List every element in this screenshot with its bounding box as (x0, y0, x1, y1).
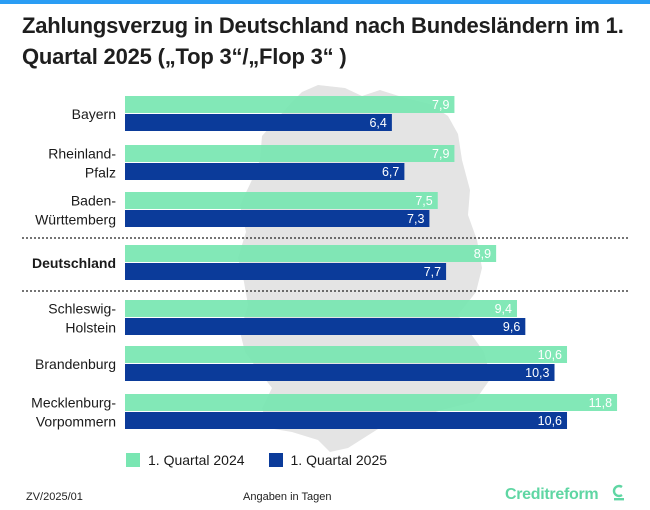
value-label-2025: 7,7 (424, 265, 441, 279)
bar-2024 (125, 300, 517, 317)
value-label-2024: 7,5 (415, 194, 432, 208)
value-label-2025: 10,3 (525, 366, 549, 380)
value-label-2024: 8,9 (474, 247, 491, 261)
bar-2025 (125, 114, 392, 131)
category-label: Schleswig-Holstein (48, 301, 116, 336)
bar-2024 (125, 192, 438, 209)
category-label: Mecklenburg-Vorpommern (31, 395, 116, 430)
category-label: Baden-Württemberg (35, 193, 116, 228)
legend-label-2024: 1. Quartal 2024 (148, 452, 245, 468)
value-label-2024: 9,4 (495, 302, 512, 316)
category-label: Deutschland (32, 255, 116, 271)
category-label: Brandenburg (35, 356, 116, 372)
bar-2025 (125, 163, 405, 180)
value-label-2025: 9,6 (503, 320, 520, 334)
value-label-2024: 7,9 (432, 98, 449, 112)
top-accent-line (0, 0, 650, 4)
value-label-2025: 10,6 (538, 414, 562, 428)
creditreform-logo-icon (612, 484, 624, 501)
value-label-2025: 6,4 (369, 116, 386, 130)
value-label-2025: 7,3 (407, 212, 424, 226)
legend-swatch-2025 (268, 453, 283, 467)
bar-2024 (125, 245, 497, 262)
value-label-2024: 11,8 (589, 396, 612, 410)
bar-2024 (125, 346, 568, 363)
brand-logo-text: Creditreform (505, 486, 599, 503)
legend-item-2024: 1. Quartal 2024 (126, 452, 245, 468)
bar-2025 (125, 364, 555, 381)
bar-2025 (125, 318, 526, 335)
bar-2025 (125, 412, 568, 429)
bar-2025 (125, 210, 430, 227)
bar-2024 (125, 145, 455, 162)
value-label-2024: 7,9 (432, 147, 449, 161)
legend-swatch-2024 (126, 453, 140, 467)
unit-note: Angaben in Tagen (243, 491, 332, 503)
value-label-2025: 6,7 (382, 165, 399, 179)
legend-label-2025: 1. Quartal 2025 (290, 452, 388, 468)
legend-item-2025: 1. Quartal 2025 (268, 452, 388, 468)
bar-2024 (125, 394, 618, 411)
value-label-2024: 10,6 (538, 348, 562, 362)
legend: 1. Quartal 2024 1. Quartal 2025 (126, 450, 411, 470)
chart-title: Zahlungsverzug in Deutschland nach Bunde… (22, 13, 624, 69)
category-label: Bayern (72, 106, 116, 122)
category-label: Rheinland-Pfalz (48, 146, 116, 181)
bar-2025 (125, 263, 447, 280)
bar-2024 (125, 96, 455, 113)
report-code: ZV/2025/01 (26, 491, 83, 503)
bar-chart: 7,9 6,4 7,9 6,7 7,5 7,3 8,9 7,7 9,4 9,6 10,6 10,3 11… (22, 85, 628, 452)
